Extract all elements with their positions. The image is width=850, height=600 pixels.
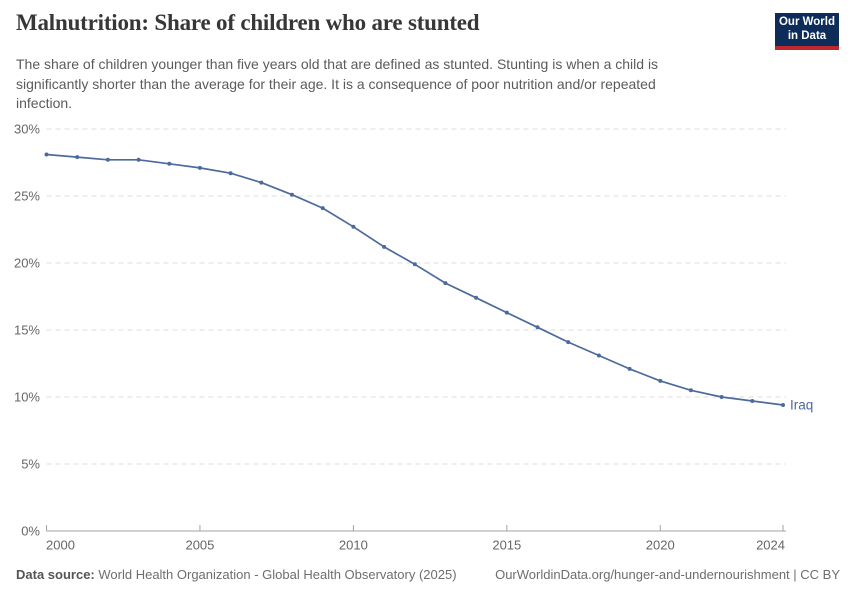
data-point[interactable] — [105, 157, 110, 162]
data-point[interactable] — [351, 224, 356, 229]
data-point[interactable] — [474, 295, 479, 300]
data-point[interactable] — [136, 157, 141, 162]
x-tick-label: 2010 — [339, 538, 368, 553]
data-point[interactable] — [443, 281, 448, 286]
data-point[interactable] — [44, 152, 49, 157]
data-point[interactable] — [75, 155, 80, 160]
data-source-label: Data source: — [16, 567, 95, 582]
y-tick-label: 20% — [14, 256, 40, 271]
subtitle-line-2: significantly shorter than the average f… — [16, 75, 656, 92]
x-tick-label: 2015 — [492, 538, 521, 553]
data-point[interactable] — [688, 388, 693, 393]
data-point[interactable] — [566, 340, 571, 345]
data-point[interactable] — [719, 395, 724, 399]
data-point[interactable] — [290, 192, 294, 197]
chart-subtitle: The share of children younger than five … — [16, 55, 658, 114]
x-tick-label: 2020 — [646, 538, 675, 553]
data-point[interactable] — [535, 325, 540, 330]
data-point[interactable] — [412, 262, 417, 267]
data-point[interactable] — [596, 353, 601, 358]
data-point[interactable] — [750, 399, 755, 403]
chart-title: Malnutrition: Share of children who are … — [16, 10, 480, 35]
series-label-iraq: Iraq — [790, 398, 813, 413]
y-tick-label: 5% — [21, 457, 40, 472]
data-source-text: World Health Organization - Global Healt… — [98, 567, 457, 582]
data-point[interactable] — [382, 244, 387, 249]
x-tick-label: 2000 — [46, 538, 75, 553]
y-tick-label: 15% — [14, 323, 40, 338]
data-point[interactable] — [627, 366, 632, 371]
data-point[interactable] — [228, 171, 233, 176]
data-point[interactable] — [658, 378, 663, 383]
owid-logo-line1: Our World — [778, 16, 835, 28]
data-point[interactable] — [504, 310, 509, 315]
x-tick-label: 2024 — [756, 538, 785, 553]
data-point[interactable] — [781, 403, 785, 407]
iraq-trend-line[interactable] — [45, 153, 784, 406]
line-chart: 0% 5% 10% 15% 20% 25% 30% 2000 2005 2010 2015 2020 2… — [14, 122, 813, 553]
y-tick-label: 0% — [21, 524, 40, 539]
owid-link[interactable]: OurWorldinData.org/hunger-and-undernouri… — [495, 567, 840, 582]
data-source-note: Data source: World Health Organization -… — [16, 567, 457, 582]
y-tick-label: 10% — [14, 390, 40, 405]
owid-logo-line2: in Data — [787, 29, 827, 42]
x-tick-label: 2005 — [185, 538, 214, 553]
data-point[interactable] — [259, 180, 264, 185]
owid-logo[interactable]: Our World in Data — [775, 13, 839, 50]
y-tick-label: 25% — [14, 189, 40, 204]
data-point[interactable] — [197, 165, 202, 170]
data-point[interactable] — [167, 161, 172, 166]
y-tick-label: 30% — [14, 122, 40, 137]
subtitle-line-3: infection. — [16, 95, 73, 111]
data-point[interactable] — [320, 206, 325, 211]
subtitle-line-1: The share of children younger than five … — [16, 56, 659, 72]
